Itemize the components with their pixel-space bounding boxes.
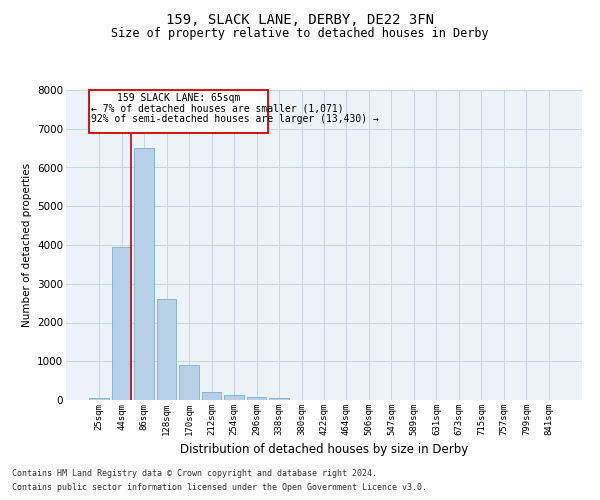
Bar [247, 397, 266, 400]
Bar [89, 398, 109, 400]
Text: 92% of semi-detached houses are larger (13,430) →: 92% of semi-detached houses are larger (… [91, 114, 379, 124]
Bar [224, 395, 244, 400]
Text: 159, SLACK LANE, DERBY, DE22 3FN: 159, SLACK LANE, DERBY, DE22 3FN [166, 12, 434, 26]
Bar [157, 299, 176, 400]
Bar [89, 90, 268, 132]
Bar [202, 392, 221, 400]
Text: ← 7% of detached houses are smaller (1,071): ← 7% of detached houses are smaller (1,0… [91, 103, 344, 113]
X-axis label: Distribution of detached houses by size in Derby: Distribution of detached houses by size … [180, 444, 468, 456]
Text: Size of property relative to detached houses in Derby: Size of property relative to detached ho… [111, 28, 489, 40]
Bar [134, 148, 154, 400]
Bar [269, 398, 289, 400]
Bar [179, 365, 199, 400]
Y-axis label: Number of detached properties: Number of detached properties [22, 163, 32, 327]
Text: 159 SLACK LANE: 65sqm: 159 SLACK LANE: 65sqm [116, 92, 240, 102]
Bar [112, 247, 131, 400]
Text: Contains HM Land Registry data © Crown copyright and database right 2024.: Contains HM Land Registry data © Crown c… [12, 468, 377, 477]
Text: Contains public sector information licensed under the Open Government Licence v3: Contains public sector information licen… [12, 484, 427, 492]
